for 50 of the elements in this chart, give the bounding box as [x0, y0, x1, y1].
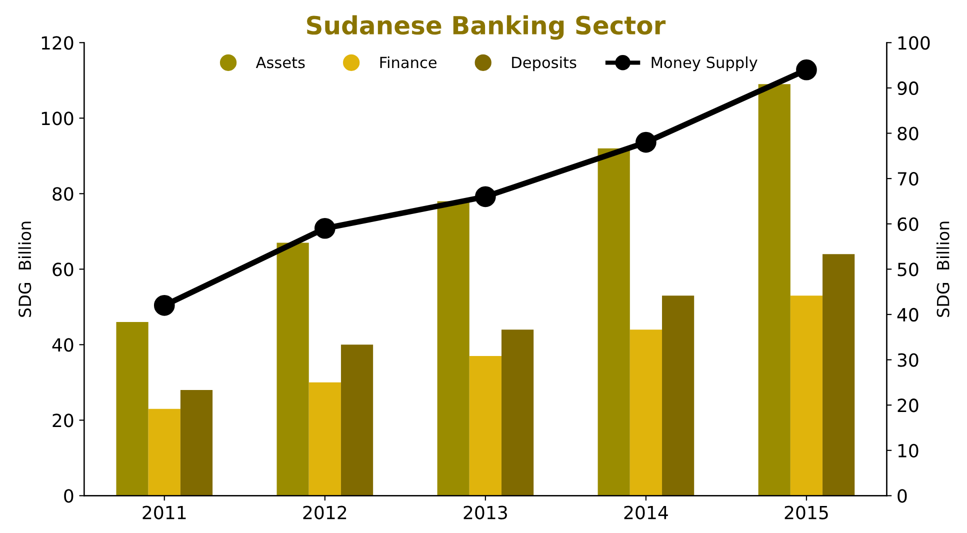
y2-tick-label: 90: [898, 81, 918, 96]
y-tick-label: 120: [42, 36, 74, 50]
bar: [148, 408, 180, 496]
y2-tick-label: 70: [898, 172, 918, 186]
y2-tick-label: 100: [898, 36, 930, 50]
y2-tick-label: 20: [898, 398, 918, 412]
bar: [630, 330, 662, 496]
y2-tick-label: 0: [898, 489, 907, 503]
y2-tick-label: 50: [898, 262, 918, 276]
y2-axis-title: SDG Billion: [936, 222, 950, 317]
bar: [180, 390, 213, 496]
y-tick-label: 0: [64, 489, 74, 503]
bar: [501, 330, 534, 496]
x-tick-label: 2014: [624, 506, 668, 520]
point: [796, 59, 817, 80]
bar: [340, 344, 374, 496]
point: [154, 294, 175, 316]
y-tick-label: 80: [52, 187, 74, 201]
bar: [308, 382, 341, 496]
legend-label: Assets: [256, 56, 305, 68]
x-tick-label: 2013: [464, 506, 507, 520]
bar: [116, 322, 148, 496]
x-tick-label: 2011: [142, 506, 186, 520]
point: [314, 218, 336, 239]
bar: [598, 148, 630, 496]
bar: [758, 84, 790, 496]
bar: [662, 296, 694, 496]
y2-tick-label: 60: [898, 217, 918, 231]
legend-label: Deposits: [512, 56, 576, 72]
y2-tick-label: 80: [898, 126, 918, 140]
point: [636, 132, 656, 153]
y-tick-label: 60: [52, 262, 74, 276]
chart-title: Sudanese Banking Sector: [307, 15, 666, 40]
legend-label: Finance: [380, 56, 436, 68]
y-tick-label: 20: [52, 414, 74, 428]
bar: [437, 201, 470, 496]
y2-tick-label: 40: [897, 308, 918, 322]
y-tick-label: 100: [42, 112, 74, 126]
bar: [469, 356, 502, 496]
bar: [790, 296, 823, 496]
y-tick-label: 40: [52, 338, 74, 352]
x-tick-label: 2012: [303, 506, 346, 520]
point: [475, 186, 496, 208]
bar: [276, 242, 309, 496]
legend-label: Money Supply: [652, 56, 758, 72]
x-tick-label: 2015: [784, 506, 828, 520]
y2-tick-label: 30: [898, 353, 918, 367]
bar: [822, 254, 855, 496]
y2-tick-label: 10: [898, 444, 918, 458]
y-axis-title: SDG Billion: [18, 222, 32, 317]
